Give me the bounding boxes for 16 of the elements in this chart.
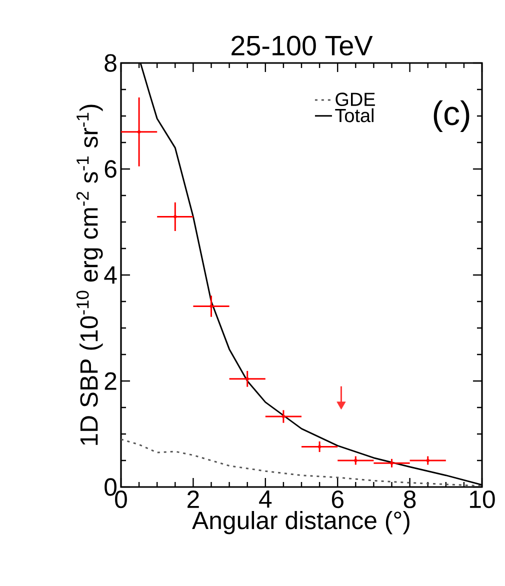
legend-label: Total xyxy=(335,108,374,122)
annotation: (c) xyxy=(434,100,470,132)
text: 1D SBP (10$^{-10}$ erg cm$^{-2}$ s$^{-1}$ sr$^{-1}$) xyxy=(76,104,103,445)
x-tick-label: 10 xyxy=(470,490,495,508)
y-tick-label: 2 xyxy=(104,372,116,390)
y-tick-label: 6 xyxy=(104,160,116,178)
y-tick-label: 8 xyxy=(104,54,116,72)
y-tick-label: 4 xyxy=(104,266,117,284)
x-tick-label: 8 xyxy=(404,490,416,508)
y-tick-label: 0 xyxy=(104,478,117,496)
chart-title: 25-100 TeV xyxy=(232,36,373,56)
x-tick-label: 4 xyxy=(259,490,272,508)
x-axis-title: Angular distance (°) xyxy=(192,510,410,534)
x-tick-label: 6 xyxy=(332,490,344,508)
x-tick-label: 2 xyxy=(188,490,199,508)
legend-label: GDE xyxy=(336,92,375,106)
